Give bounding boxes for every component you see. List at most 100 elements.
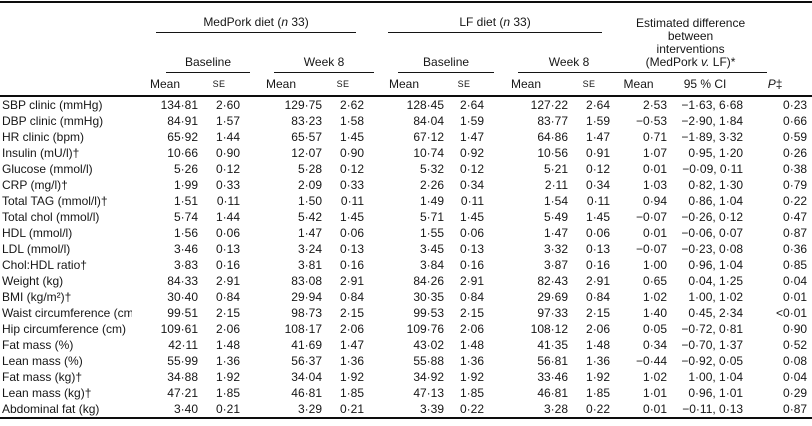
row-label: Hip circumference (cm): [2, 322, 127, 336]
cell-lf-week8-mean: 41·35: [537, 338, 569, 352]
cell-medpork-baseline-mean: 3·40: [173, 402, 198, 416]
cell-medpork-baseline-se: 1·44: [215, 210, 240, 224]
cell-lf-baseline-mean: 128·45: [406, 98, 445, 112]
cell-lf-baseline-mean: 99·53: [413, 306, 445, 320]
cell-lf-week8-mean: 127·22: [530, 98, 569, 112]
cell-medpork-week8-se: 0·06: [340, 226, 365, 240]
cell-difference-ci: 0·82, 1·30: [688, 178, 744, 192]
row-label: Total chol (mmol/l): [2, 210, 100, 224]
table-row: SBP clinic (mmHg) 134·81 2·60 129·75 2·6…: [0, 96, 812, 113]
week8-label: Week 8: [518, 55, 621, 73]
cell-lf-baseline-se: 0·12: [460, 162, 485, 176]
cell-difference-ci: −2·90, 1·84: [681, 114, 744, 128]
mean-header: Mean: [484, 73, 569, 97]
cell-medpork-week8-se: 2·91: [340, 274, 365, 288]
cell-difference-mean: −0·07: [636, 210, 668, 224]
cell-lf-week8-se: 0·22: [586, 402, 611, 416]
cell-medpork-baseline-mean: 1·51: [173, 194, 198, 208]
cell-medpork-week8-se: 2·06: [340, 322, 365, 336]
cell-medpork-week8-mean: 129·75: [284, 98, 322, 112]
medpork-group-header: MedPork diet (n 33): [132, 2, 364, 33]
difference-line4-suffix: LF)*: [709, 55, 736, 69]
cell-lf-baseline-mean: 67·12: [413, 130, 445, 144]
row-label: Waist circumference (cm): [2, 306, 132, 320]
table-row: Total TAG (mmol/l)† 1·51 0·11 1·50 0·11 …: [0, 193, 812, 209]
cell-difference-mean: 1·01: [643, 386, 668, 400]
cell-difference-ci: 1·00, 1·02: [688, 290, 744, 304]
cell-lf-baseline-mean: 84·04: [413, 114, 445, 128]
cell-medpork-week8-mean: 108·17: [284, 322, 322, 336]
cell-medpork-baseline-se: 0·33: [215, 178, 240, 192]
se-header: SE: [198, 73, 240, 97]
cell-medpork-baseline-mean: 55·99: [167, 354, 198, 368]
cell-medpork-baseline-mean: 3·83: [173, 258, 198, 272]
cell-difference-ci: −0·26, 0·12: [681, 210, 744, 224]
row-label: SBP clinic (mmHg): [2, 98, 103, 112]
cell-medpork-baseline-mean: 10·66: [167, 146, 198, 160]
cell-lf-week8-mean: 83·77: [537, 114, 569, 128]
cell-difference-mean: 1·40: [643, 306, 668, 320]
cell-difference-mean: 1·07: [643, 146, 668, 160]
label-column-spacer: [0, 73, 132, 97]
cell-medpork-week8-se: 1·47: [340, 338, 365, 352]
lf-week8-header: Week 8: [484, 33, 621, 73]
row-label: Lean mass (kg)†: [2, 386, 92, 400]
cell-medpork-baseline-mean: 5·74: [173, 210, 198, 224]
header-spacer: [0, 2, 132, 73]
cell-difference-ci: 0·96, 1·04: [688, 258, 744, 272]
cell-lf-week8-mean: 3·32: [544, 242, 569, 256]
cell-medpork-baseline-se: 2·60: [215, 98, 240, 112]
cell-lf-baseline-mean: 3·84: [420, 258, 445, 272]
cell-medpork-baseline-mean: 84·33: [167, 274, 198, 288]
cell-lf-baseline-se: 1·45: [460, 210, 485, 224]
difference-line4-prefix: (MedPork: [645, 55, 701, 69]
lf-group-header: LF diet (n 33): [364, 2, 610, 33]
cell-lf-week8-mean: 46·81: [537, 386, 569, 400]
cell-lf-baseline-mean: 55·88: [413, 354, 445, 368]
cell-difference-mean: 0·01: [643, 162, 668, 176]
cell-medpork-baseline-mean: 42·11: [168, 338, 198, 352]
row-label: Abdominal fat (kg): [2, 402, 100, 416]
table-row: Fat mass (kg)† 34·88 1·92 34·04 1·92 34·…: [0, 369, 812, 385]
medpork-n: n: [281, 15, 289, 29]
cell-lf-baseline-mean: 1·55: [420, 226, 445, 240]
cell-lf-week8-mean: 108·12: [530, 322, 569, 336]
cell-lf-week8-mean: 2·11: [544, 178, 569, 192]
lf-group-rule: LF diet (n 33): [388, 15, 603, 33]
medpork-week8-header: Week 8: [240, 33, 375, 73]
cell-lf-week8-se: 1·45: [586, 210, 611, 224]
lf-n: n: [503, 15, 511, 29]
cell-medpork-baseline-se: 1·48: [215, 338, 240, 352]
cell-lf-week8-se: 0·13: [586, 242, 611, 256]
cell-lf-week8-mean: 1·54: [544, 194, 569, 208]
table-row: Weight (kg) 84·33 2·91 83·08 2·91 84·26 …: [0, 273, 812, 289]
cell-medpork-baseline-mean: 134·81: [160, 98, 198, 112]
cell-medpork-baseline-mean: 65·92: [167, 130, 198, 144]
cell-lf-baseline-se: 1·47: [460, 130, 485, 144]
cell-p-value: 0·36: [783, 242, 808, 256]
cell-difference-mean: 0·65: [643, 274, 668, 288]
mean-header: Mean: [132, 73, 198, 97]
cell-p-value: 0·04: [783, 370, 808, 384]
cell-lf-baseline-se: 0·22: [460, 402, 485, 416]
row-label: Total TAG (mmol/l)†: [2, 194, 108, 208]
lf-count: 33): [510, 15, 531, 29]
cell-difference-ci: 0·04, 1·25: [688, 274, 744, 288]
mean-header: Mean: [364, 73, 445, 97]
cell-difference-mean: 0·71: [643, 130, 668, 144]
baseline-label: Baseline: [398, 55, 495, 73]
medpork-count: 33): [288, 15, 309, 29]
cell-lf-baseline-mean: 10·74: [413, 146, 445, 160]
cell-lf-baseline-se: 0·92: [460, 146, 485, 160]
cell-difference-ci: −0·23, 0·08: [681, 242, 744, 256]
cell-medpork-baseline-mean: 34·88: [167, 370, 198, 384]
cell-lf-week8-se: 0·91: [586, 146, 611, 160]
cell-lf-baseline-se: 2·15: [460, 306, 485, 320]
cell-p-value: 0·59: [783, 130, 808, 144]
cell-lf-baseline-mean: 30·35: [413, 290, 445, 304]
cell-lf-baseline-mean: 3·39: [420, 402, 445, 416]
cell-p-value: 0·87: [783, 402, 808, 416]
cell-lf-week8-se: 1·59: [586, 114, 611, 128]
cell-lf-baseline-se: 0·84: [460, 290, 485, 304]
cell-lf-baseline-se: 1·59: [460, 114, 485, 128]
